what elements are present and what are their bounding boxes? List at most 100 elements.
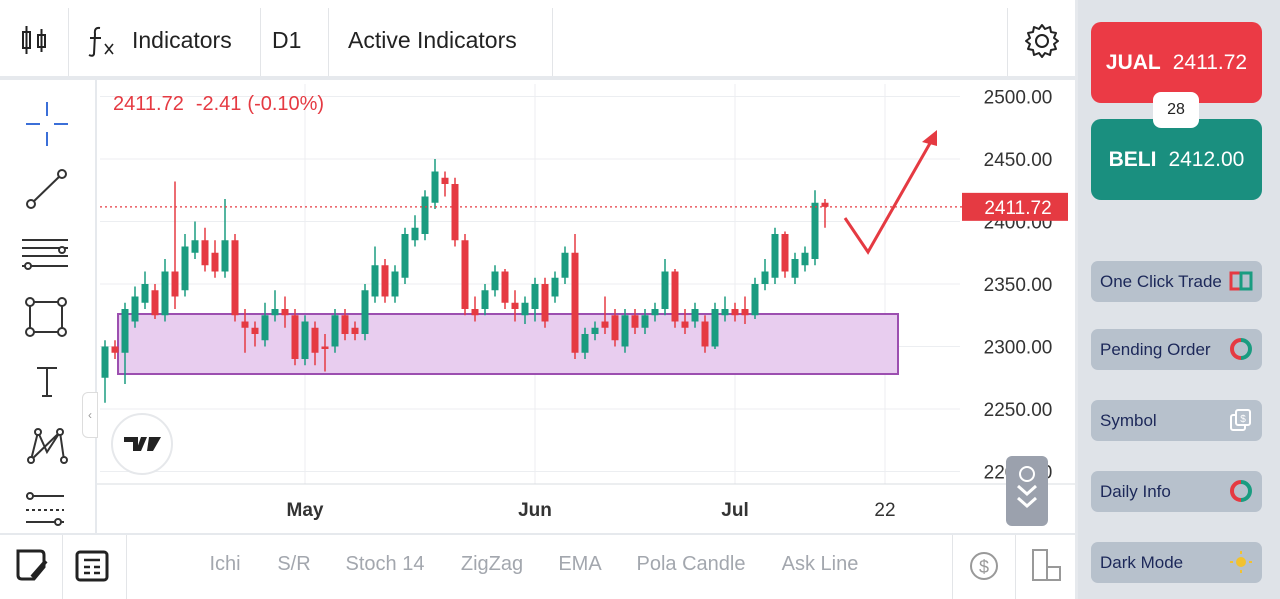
last-price-tag xyxy=(962,192,1068,221)
button-icon xyxy=(1229,271,1253,291)
candle-body xyxy=(471,309,479,316)
candle-body xyxy=(551,277,559,297)
side-button[interactable]: Pending Order xyxy=(1091,329,1262,370)
indicator-tab[interactable]: Ask Line xyxy=(781,553,859,575)
spread: 28 xyxy=(1153,92,1199,128)
x-tick-label: May xyxy=(287,500,324,521)
candle-body xyxy=(621,315,629,347)
candle-body xyxy=(291,315,299,359)
settings-icon[interactable] xyxy=(1024,23,1060,59)
buy-button[interactable]: BELI 2412.00 xyxy=(1091,119,1262,200)
candle-body xyxy=(641,315,649,328)
sell-price: 2411.72 xyxy=(1172,50,1248,74)
notes-icon[interactable] xyxy=(14,547,50,583)
candle-body xyxy=(261,315,269,341)
candle-body xyxy=(351,327,359,334)
bottom-bar: Ichi S/R Stoch 14 ZigZag EMA Pola Candle Ask L… xyxy=(0,535,1075,599)
candle-body xyxy=(191,240,199,253)
candle-body xyxy=(331,315,339,347)
candle-body xyxy=(211,252,219,272)
candle-body xyxy=(801,252,809,266)
timeframe-button[interactable]: D1 xyxy=(272,27,302,53)
candle-body xyxy=(221,240,229,272)
candle-body xyxy=(691,309,699,322)
layout-icon[interactable] xyxy=(1030,547,1064,585)
sell-button[interactable]: JUAL 2411.72 xyxy=(1091,22,1262,103)
candle-body xyxy=(301,321,309,359)
candle-body xyxy=(481,290,489,309)
last-price-label: 2411.72 xyxy=(984,198,1051,219)
collapse-handle[interactable]: ‹ xyxy=(82,392,98,438)
candle-body xyxy=(761,271,769,284)
candle-body xyxy=(501,271,509,303)
candle-body xyxy=(281,309,289,316)
chart-type-icon[interactable] xyxy=(20,24,50,58)
candle-body xyxy=(611,315,619,341)
fx-icon xyxy=(88,26,114,57)
y-tick-label: 2450.00 xyxy=(984,150,1053,171)
candle-body xyxy=(661,271,669,309)
candle-body xyxy=(401,234,409,278)
candle-body xyxy=(251,327,259,334)
scroll-button[interactable] xyxy=(1006,456,1048,526)
currency-icon[interactable]: $ xyxy=(966,547,1002,585)
button-icon: $ xyxy=(1230,409,1251,431)
candle-body xyxy=(101,346,109,378)
x-tick-label: Jul xyxy=(721,500,748,521)
side-button[interactable]: One Click Trade xyxy=(1091,261,1262,302)
calculator-icon[interactable] xyxy=(74,549,110,583)
drawing-tools xyxy=(0,80,95,533)
side-button[interactable]: Symbol $ xyxy=(1091,400,1262,441)
candle-body xyxy=(741,309,749,316)
candle-body xyxy=(171,271,179,297)
candle-body xyxy=(121,309,129,353)
quote-change: -2.41 xyxy=(196,93,242,115)
candle-body xyxy=(711,309,719,347)
button-icon xyxy=(1230,480,1252,502)
x-tick-label: 22 xyxy=(874,500,895,521)
side-button[interactable]: Daily Info xyxy=(1091,471,1262,512)
candle-body xyxy=(381,265,389,297)
indicator-tab[interactable]: Stoch 14 xyxy=(345,553,425,575)
button-label: One Click Trade xyxy=(1100,271,1222,291)
indicators-button[interactable]: Indicators xyxy=(132,27,232,53)
candle-body xyxy=(451,184,459,241)
svg-text:$: $ xyxy=(1240,414,1246,425)
candle-body xyxy=(511,302,519,309)
button-label: Pending Order xyxy=(1100,339,1211,359)
candle-body xyxy=(151,290,159,316)
candle-body xyxy=(591,327,599,334)
candle-body xyxy=(461,240,469,309)
button-label: Symbol xyxy=(1100,410,1157,430)
candle-body xyxy=(541,284,549,322)
indicator-tab[interactable]: Pola Candle xyxy=(636,553,746,575)
active-indicators-button[interactable]: Active Indicators xyxy=(348,27,517,53)
button-icon xyxy=(1230,551,1252,573)
button-icon xyxy=(1230,338,1252,360)
buy-price: 2412.00 xyxy=(1168,147,1245,171)
side-button[interactable]: Dark Mode xyxy=(1091,542,1262,583)
candle-body xyxy=(751,284,759,316)
candle-body xyxy=(111,346,119,353)
indicator-tab[interactable]: EMA xyxy=(558,553,602,575)
candle-body xyxy=(781,234,789,272)
indicator-tab[interactable]: S/R xyxy=(277,553,311,575)
candle-body xyxy=(571,252,579,353)
arrow-head xyxy=(922,130,937,146)
candle-body xyxy=(161,271,169,316)
candle-body xyxy=(561,252,569,278)
candle-body xyxy=(361,290,369,334)
quote-change-percent: (-0.10%) xyxy=(247,93,324,115)
indicator-tab[interactable]: ZigZag xyxy=(460,553,524,575)
candle-body xyxy=(811,202,819,259)
candle-body xyxy=(421,196,429,234)
quote-price: 2411.72 xyxy=(113,93,184,115)
candle-body xyxy=(201,240,209,266)
candle-body xyxy=(131,296,139,322)
logo xyxy=(124,437,161,451)
trade-panel: JUAL 2411.72 BELI 2412.00 28 One Click Tra… xyxy=(1078,0,1280,599)
svg-text:$: $ xyxy=(979,557,989,577)
indicator-tab[interactable]: Ichi xyxy=(209,553,241,575)
candle-body xyxy=(231,240,239,316)
